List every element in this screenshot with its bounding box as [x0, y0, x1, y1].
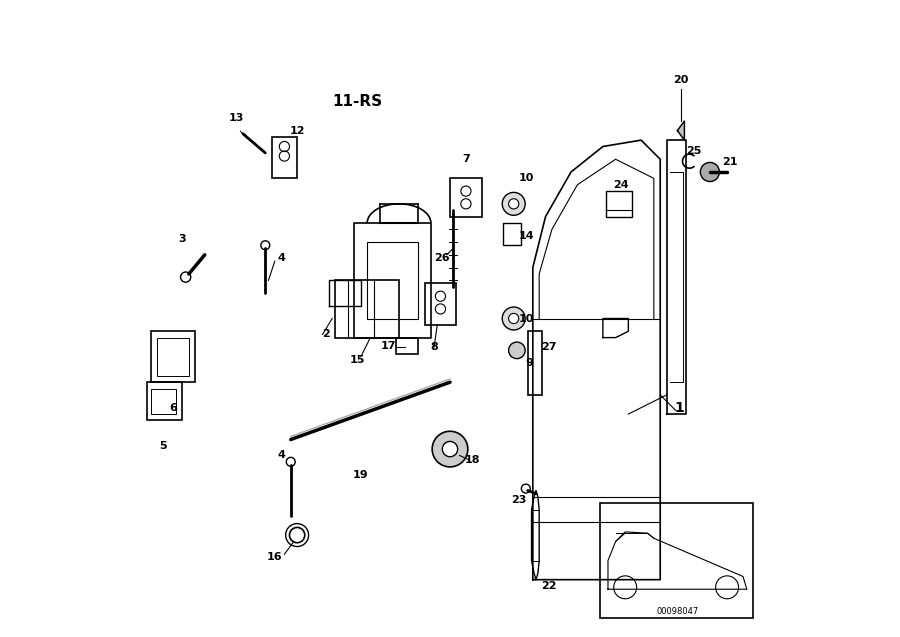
Text: 16: 16: [267, 552, 283, 562]
Text: 14: 14: [518, 231, 535, 241]
Circle shape: [290, 527, 305, 543]
Bar: [157, 338, 189, 376]
Text: 18: 18: [464, 455, 480, 465]
Circle shape: [508, 199, 518, 209]
Text: 7: 7: [462, 154, 470, 164]
Bar: [527, 331, 542, 395]
Bar: [336, 280, 399, 338]
Text: 26: 26: [435, 253, 450, 263]
Text: 10: 10: [518, 313, 534, 324]
Circle shape: [508, 313, 518, 324]
Bar: [148, 382, 183, 420]
Text: 13: 13: [229, 113, 244, 123]
Circle shape: [443, 441, 457, 457]
Bar: [396, 338, 418, 354]
Circle shape: [261, 241, 270, 250]
Text: 9: 9: [526, 358, 534, 368]
Text: 15: 15: [350, 355, 365, 365]
Bar: [425, 283, 456, 325]
Text: 20: 20: [673, 75, 689, 85]
Text: 19: 19: [353, 469, 369, 480]
Text: 00098047: 00098047: [656, 607, 698, 616]
Circle shape: [700, 162, 719, 182]
Bar: [150, 331, 195, 382]
Text: 23: 23: [511, 495, 526, 505]
Text: 8: 8: [430, 342, 438, 352]
Bar: [450, 178, 482, 217]
Bar: [272, 137, 297, 178]
Text: 17: 17: [381, 341, 396, 351]
Text: 4: 4: [277, 253, 285, 263]
Text: 3: 3: [178, 234, 186, 244]
Text: 5: 5: [159, 441, 167, 451]
Text: 11-RS: 11-RS: [333, 94, 382, 110]
Circle shape: [502, 307, 526, 330]
Text: 6: 6: [169, 403, 176, 413]
Circle shape: [508, 342, 526, 359]
Bar: [367, 242, 419, 318]
Text: 10: 10: [518, 173, 534, 183]
Circle shape: [286, 457, 295, 466]
Bar: [503, 223, 521, 245]
Circle shape: [502, 192, 526, 215]
Text: 21: 21: [723, 157, 738, 168]
Circle shape: [181, 272, 191, 282]
Text: 22: 22: [541, 581, 556, 591]
Bar: [606, 191, 632, 217]
Circle shape: [521, 484, 530, 493]
Text: 4: 4: [277, 450, 285, 461]
Circle shape: [432, 431, 468, 467]
Text: 1: 1: [674, 401, 684, 415]
Text: 27: 27: [541, 342, 556, 352]
Bar: [150, 389, 176, 414]
Bar: [599, 503, 752, 618]
Text: 12: 12: [290, 125, 305, 136]
Text: 2: 2: [322, 329, 329, 340]
Text: 25: 25: [686, 146, 701, 156]
Text: 24: 24: [613, 180, 628, 190]
Polygon shape: [678, 121, 684, 140]
